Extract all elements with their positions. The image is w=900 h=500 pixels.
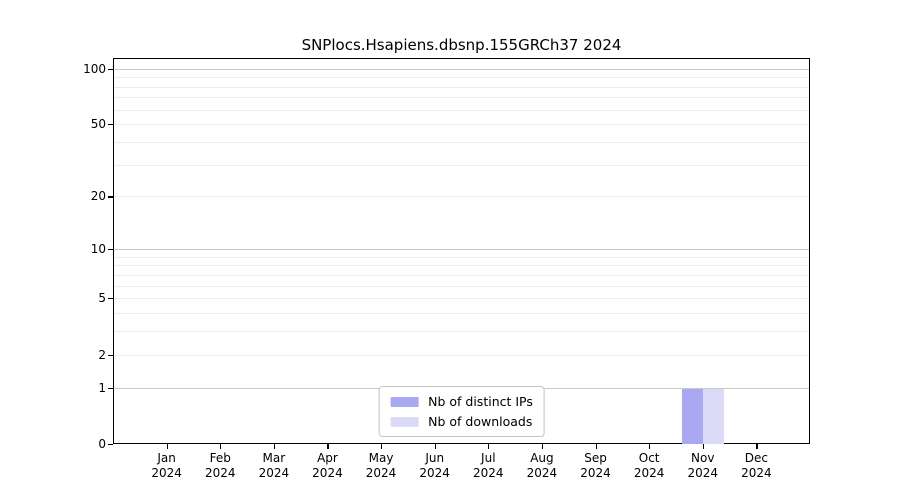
- x-tick: [273, 444, 276, 449]
- x-tick-month: Jan: [157, 451, 176, 465]
- x-tick: [327, 444, 329, 449]
- y-gridline-minor: [114, 97, 809, 99]
- y-tick-label: 5: [98, 291, 106, 306]
- x-tick-month: Sep: [584, 451, 607, 465]
- x-tick-year: 2024: [526, 466, 558, 480]
- x-tick-label: Jun 2024: [403, 451, 467, 481]
- y-tick: [108, 196, 113, 198]
- y-gridline-major: [114, 68, 809, 70]
- y-tick-label: 20: [90, 189, 106, 204]
- x-tick-year: 2024: [633, 466, 665, 480]
- bar-distinct-ips: [681, 388, 703, 444]
- x-tick: [381, 444, 383, 449]
- x-tick-label: Jan 2024: [135, 451, 199, 481]
- y-gridline-minor: [114, 298, 809, 300]
- y-gridline-minor: [114, 331, 809, 333]
- y-tick-label: 2: [98, 347, 106, 362]
- x-tick-label: Oct 2024: [617, 451, 681, 481]
- y-tick: [108, 298, 113, 300]
- y-gridline-minor: [114, 196, 809, 198]
- x-tick-month: Apr: [317, 451, 338, 465]
- y-gridline-minor: [114, 77, 809, 79]
- y-tick-label: 0: [98, 437, 106, 451]
- legend: Nb of distinct IPs Nb of downloads: [378, 386, 545, 437]
- x-tick-month: Dec: [744, 451, 768, 465]
- x-tick-label: Sep 2024: [564, 451, 628, 481]
- x-tick: [649, 444, 651, 449]
- x-tick-year: 2024: [741, 466, 772, 480]
- x-tick-label: Apr 2024: [295, 451, 359, 481]
- x-tick-year: 2024: [580, 466, 611, 480]
- y-gridline-minor: [114, 265, 809, 267]
- x-tick-label: Feb 2024: [188, 451, 252, 481]
- x-tick: [702, 444, 704, 449]
- x-tick-label: Aug 2024: [510, 451, 574, 481]
- x-tick-year: 2024: [473, 466, 504, 480]
- y-tick: [108, 354, 113, 356]
- legend-swatch-icon: [390, 416, 419, 427]
- y-gridline-minor: [114, 285, 809, 287]
- x-tick: [541, 444, 544, 449]
- y-tick-label: 50: [90, 117, 106, 132]
- x-tick: [756, 444, 758, 449]
- x-tick: [595, 444, 597, 449]
- x-tick-month: Jul: [481, 451, 496, 465]
- x-tick-year: 2024: [687, 466, 719, 480]
- legend-row: Nb of downloads: [390, 414, 533, 429]
- y-gridline-minor: [114, 354, 809, 356]
- x-tick-label: May 2024: [349, 451, 413, 481]
- y-gridline-minor: [114, 124, 809, 126]
- y-tick-label: 10: [90, 241, 106, 256]
- x-tick-month: Mar: [262, 451, 286, 465]
- y-gridline-minor: [114, 256, 809, 258]
- y-gridline-major: [114, 248, 809, 250]
- bar-downloads: [702, 388, 724, 444]
- x-tick-month: Jun: [425, 451, 445, 465]
- legend-row: Nb of distinct IPs: [390, 394, 533, 409]
- y-gridline-minor: [114, 313, 809, 315]
- y-gridline-minor: [114, 164, 809, 166]
- x-tick-label: Mar 2024: [242, 451, 306, 481]
- y-gridline-minor: [114, 86, 809, 88]
- x-tick-year: 2024: [258, 466, 290, 480]
- x-tick-month: May: [368, 451, 394, 465]
- x-tick-month: Nov: [691, 451, 715, 465]
- y-tick: [108, 68, 113, 70]
- chart-title: SNPlocs.Hsapiens.dbsnp.155GRCh37 2024: [301, 36, 622, 54]
- x-tick-month: Oct: [638, 451, 660, 465]
- x-tick: [220, 444, 222, 449]
- x-tick-label: Dec 2024: [724, 451, 788, 481]
- y-gridline-minor: [114, 274, 809, 276]
- x-tick-year: 2024: [312, 466, 343, 480]
- y-tick: [108, 444, 113, 446]
- y-tick: [108, 248, 113, 251]
- x-tick-month: Aug: [530, 451, 554, 465]
- y-gridline-minor: [114, 109, 809, 111]
- legend-label: Nb of downloads: [428, 414, 533, 429]
- x-tick-year: 2024: [419, 466, 450, 480]
- x-tick: [166, 444, 168, 449]
- legend-label: Nb of distinct IPs: [428, 394, 533, 409]
- x-tick-label: Nov 2024: [671, 451, 735, 481]
- x-tick-year: 2024: [204, 466, 236, 480]
- legend-swatch-icon: [390, 396, 419, 407]
- x-tick-year: 2024: [151, 466, 182, 480]
- plot-area: Nb of distinct IPs Nb of downloads: [113, 58, 810, 444]
- y-gridline-minor: [114, 141, 809, 143]
- y-tick: [108, 124, 113, 126]
- y-tick-label: 100: [83, 61, 106, 76]
- x-tick-label: Jul 2024: [456, 451, 520, 481]
- x-tick-year: 2024: [365, 466, 397, 480]
- y-tick-label: 1: [98, 380, 106, 395]
- x-tick: [488, 444, 490, 449]
- x-tick: [434, 444, 436, 449]
- y-tick: [108, 387, 113, 389]
- x-tick-month: Feb: [209, 451, 231, 465]
